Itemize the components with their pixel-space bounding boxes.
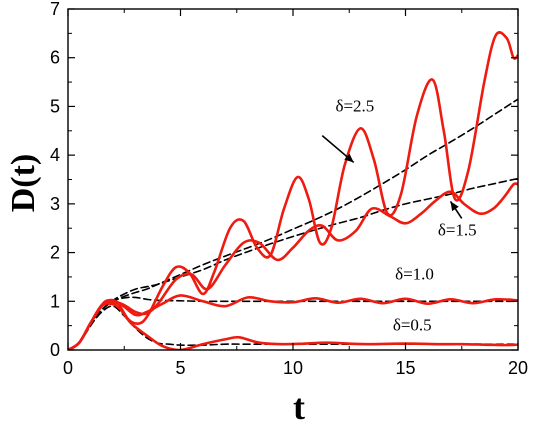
y-tick-label: 7 — [50, 0, 60, 19]
y-tick-label: 4 — [50, 145, 60, 165]
dashed-curve-6 — [68, 296, 518, 350]
x-tick-label: 0 — [63, 358, 73, 378]
solid-curve-3 — [68, 302, 518, 350]
annotation-label: δ=2.5 — [335, 96, 374, 115]
y-tick-label: 2 — [50, 243, 60, 263]
annotation-label: δ=1.5 — [438, 221, 477, 240]
y-tick-label: 0 — [50, 340, 60, 360]
x-tick-label: 20 — [508, 358, 528, 378]
annotation-label: δ=0.5 — [393, 316, 432, 335]
y-tick-label: 6 — [50, 48, 60, 68]
y-tick-label: 5 — [50, 96, 60, 116]
x-axis-title: t — [293, 387, 305, 421]
y-tick-label: 3 — [50, 194, 60, 214]
annotations-layer: δ=2.5 δ=1.5 δ=1.0 δ=0.5 — [321, 96, 477, 335]
annotation-arrowhead — [450, 201, 459, 212]
y-tick-label: 1 — [50, 291, 60, 311]
annotation-label: δ=1.0 — [395, 264, 434, 283]
annotation-arrowhead — [344, 153, 354, 163]
y-axis-title: D(t) — [5, 154, 42, 213]
x-tick-label: 15 — [395, 358, 415, 378]
series-layer — [68, 31, 518, 350]
ticks-layer: 0 5 10 15 20 0 1 2 3 4 5 6 7 — [50, 0, 528, 378]
x-tick-label: 10 — [283, 358, 303, 378]
x-tick-label: 5 — [175, 358, 185, 378]
solid-curve-1 — [68, 182, 518, 350]
